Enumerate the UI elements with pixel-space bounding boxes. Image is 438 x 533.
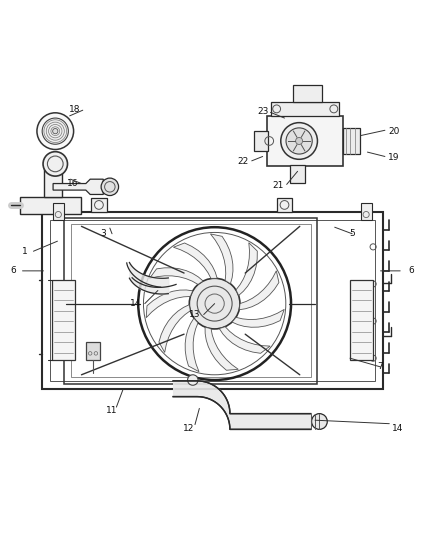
Text: 23: 23 [257, 107, 268, 116]
Bar [71, 224, 311, 377]
Circle shape [296, 138, 303, 144]
Circle shape [101, 178, 119, 196]
Bar [53, 203, 64, 220]
Polygon shape [219, 327, 270, 353]
Bar [254, 131, 268, 151]
Text: 12: 12 [183, 424, 194, 433]
Bar [272, 102, 339, 116]
Bar [277, 198, 292, 212]
Text: 13: 13 [189, 310, 201, 319]
Text: 3: 3 [100, 229, 106, 238]
Text: 21: 21 [272, 181, 284, 190]
Text: 11: 11 [106, 406, 118, 415]
Bar [86, 342, 100, 360]
Bar [42, 212, 383, 389]
Bar [52, 280, 75, 360]
Text: 14: 14 [392, 424, 404, 433]
Text: 22: 22 [237, 157, 249, 166]
Text: 5: 5 [349, 229, 355, 238]
Text: 14: 14 [131, 299, 142, 308]
Polygon shape [236, 243, 257, 295]
Bar [267, 116, 343, 166]
Text: 6: 6 [408, 266, 414, 276]
Circle shape [311, 414, 327, 430]
Polygon shape [149, 268, 203, 285]
Text: 18: 18 [69, 105, 81, 114]
Polygon shape [205, 327, 238, 370]
Text: 7: 7 [378, 362, 383, 372]
Polygon shape [239, 271, 279, 310]
Polygon shape [173, 243, 217, 279]
Polygon shape [53, 179, 103, 195]
Text: 20: 20 [388, 127, 399, 136]
Bar [343, 128, 360, 154]
Circle shape [53, 128, 58, 134]
Polygon shape [159, 305, 191, 352]
Bar [350, 280, 373, 360]
Circle shape [189, 278, 240, 329]
Circle shape [43, 152, 67, 176]
Circle shape [37, 113, 74, 149]
Circle shape [286, 128, 312, 154]
Circle shape [281, 123, 318, 159]
Circle shape [42, 118, 68, 144]
Text: 19: 19 [388, 153, 399, 162]
Bar [20, 197, 81, 214]
Text: 6: 6 [10, 266, 16, 276]
Bar [293, 85, 321, 102]
Polygon shape [185, 318, 199, 372]
Bar [64, 217, 317, 384]
Text: 16: 16 [67, 179, 78, 188]
Circle shape [187, 375, 198, 385]
Polygon shape [232, 309, 284, 327]
Bar [44, 164, 62, 197]
Bar [361, 203, 372, 220]
Bar [91, 198, 107, 212]
Polygon shape [146, 290, 193, 318]
Bar [50, 220, 375, 381]
Polygon shape [210, 234, 233, 284]
Bar [290, 165, 305, 183]
Text: 1: 1 [22, 247, 28, 256]
